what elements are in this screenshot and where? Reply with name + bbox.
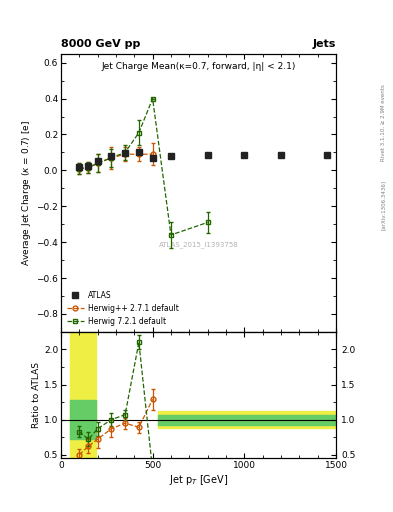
Text: Rivet 3.1.10, ≥ 2.9M events: Rivet 3.1.10, ≥ 2.9M events	[381, 84, 386, 161]
Y-axis label: Ratio to ATLAS: Ratio to ATLAS	[32, 362, 41, 428]
Legend: ATLAS, Herwig++ 2.7.1 default, Herwig 7.2.1 default: ATLAS, Herwig++ 2.7.1 default, Herwig 7.…	[65, 289, 181, 328]
Text: Jets: Jets	[313, 38, 336, 49]
Text: ATLAS_2015_I1393758: ATLAS_2015_I1393758	[159, 242, 238, 248]
Text: Jet Charge Mean(κ=0.7, forward, |η| < 2.1): Jet Charge Mean(κ=0.7, forward, |η| < 2.…	[101, 62, 296, 71]
X-axis label: Jet p$_{T}$ [GeV]: Jet p$_{T}$ [GeV]	[169, 473, 228, 487]
Y-axis label: Average Jet Charge ($\kappa$ = 0.7) [e]: Average Jet Charge ($\kappa$ = 0.7) [e]	[20, 120, 33, 266]
Text: [arXiv:1306.3436]: [arXiv:1306.3436]	[381, 180, 386, 230]
Text: 8000 GeV pp: 8000 GeV pp	[61, 38, 140, 49]
